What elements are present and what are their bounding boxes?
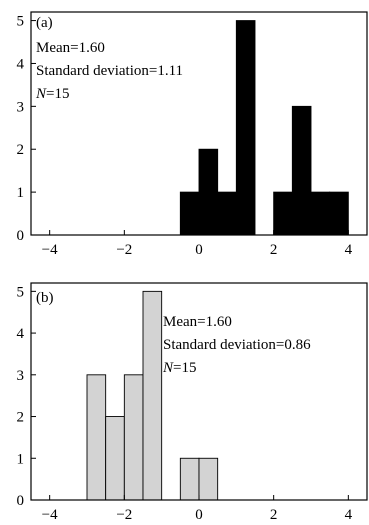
panel-a-y-tick-label: 0 [17, 228, 25, 244]
panel-b-x-tick-label: 4 [345, 507, 353, 523]
panel-b-bar [142, 290, 163, 501]
panel-a-y-tick-label: 5 [17, 14, 25, 30]
panel-a-label: (a) [36, 15, 53, 31]
panel-a-bar [198, 148, 219, 236]
panel-b-bar [123, 374, 144, 501]
panel-b-y-tick-label: 0 [17, 493, 25, 509]
panel-a-x-tick-label: 0 [195, 242, 203, 258]
panel-a-mean: Mean=1.60 [36, 40, 105, 56]
panel-a-bar [273, 191, 293, 236]
panel-a-y-tick-label: 4 [17, 56, 25, 72]
panel-a-bar [217, 191, 237, 236]
panel-b-y-tick-label: 4 [17, 326, 25, 342]
panel-b-y-tick-label: 5 [17, 284, 25, 300]
panel-b-y-tick-label: 3 [17, 368, 25, 384]
panel-a-sd: Standard deviation=1.11 [36, 63, 183, 79]
panel-a-n-symbol: N [35, 86, 47, 102]
panel-b-x-tick-label: −4 [42, 507, 58, 523]
panel-b-x-tick-label: −2 [116, 507, 132, 523]
panel-b: (b) Mean=1.60 Standard deviation=0.86 N=… [17, 282, 368, 523]
panel-b-bar [86, 374, 107, 501]
panel-b-n: N=15 [162, 360, 196, 376]
panel-a-n: N=15 [35, 86, 69, 102]
panel-a-y-tick-label: 1 [17, 185, 25, 201]
panel-a-x-tick-label: 2 [270, 242, 278, 258]
panel-b-y-tick-label: 1 [17, 451, 25, 467]
panel-a-y-tick-label: 2 [17, 142, 25, 158]
panel-a-bar [291, 105, 312, 236]
panel-a-bar [235, 20, 256, 236]
panel-a-bar [310, 191, 331, 236]
panel-b-mean: Mean=1.60 [163, 314, 232, 330]
panel-b-x-tick-label: 0 [195, 507, 203, 523]
panel-a-bar [179, 191, 200, 236]
panel-a: (a) Mean=1.60 Standard deviation=1.11 N=… [17, 11, 368, 258]
panel-b-bar [105, 416, 125, 501]
panel-a-bars [179, 20, 349, 236]
panel-a-x-tick-label: 4 [345, 242, 353, 258]
panel-b-x-tick-label: 2 [270, 507, 278, 523]
panel-b-y-tick-label: 2 [17, 410, 25, 426]
panel-b-bar [179, 457, 200, 501]
panel-a-x-tick-label: −4 [42, 242, 58, 258]
panel-a-n-value: =15 [46, 86, 69, 102]
panel-a-bar [329, 191, 349, 236]
panel-a-y-tick-label: 3 [17, 99, 25, 115]
panel-b-bar [198, 457, 219, 501]
panel-b-n-symbol: N [162, 360, 174, 376]
panel-b-n-value: =15 [173, 360, 196, 376]
panel-b-sd: Standard deviation=0.86 [163, 337, 311, 353]
panel-a-x-tick-label: −2 [116, 242, 132, 258]
panel-b-label: (b) [36, 290, 54, 306]
